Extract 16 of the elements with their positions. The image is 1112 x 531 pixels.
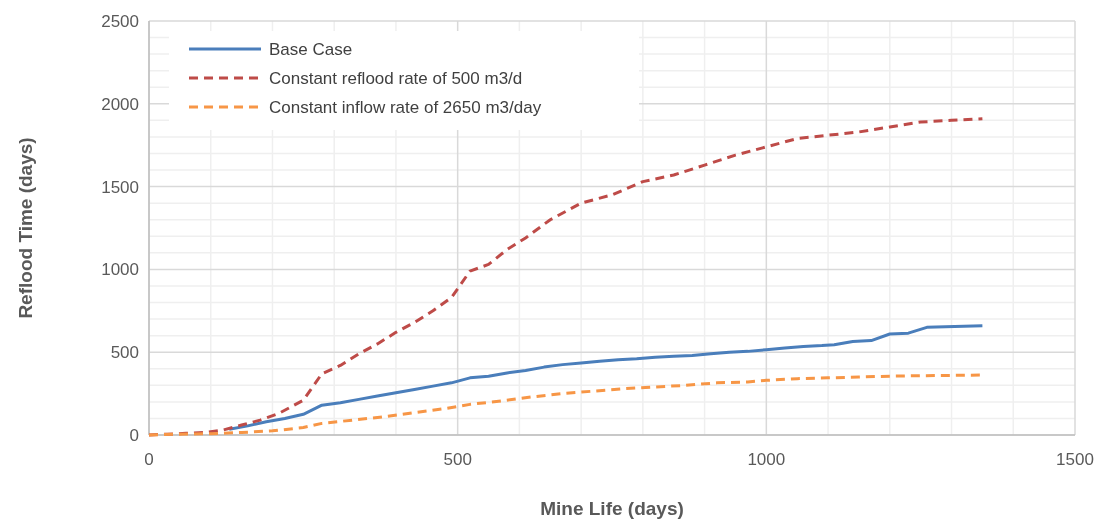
legend-label: Constant reflood rate of 500 m3/d [269, 69, 523, 88]
x-tick-label: 0 [144, 450, 154, 469]
x-tick-label: 1000 [747, 450, 786, 469]
y-tick-label: 2000 [101, 94, 139, 114]
line-series [227, 324, 984, 431]
y-tick-label: 2500 [101, 12, 139, 31]
y-tick-label: 0 [129, 426, 139, 445]
legend-label: Constant inflow rate of 2650 m3/day [269, 98, 542, 117]
x-tick-label: 500 [443, 450, 472, 469]
y-tick-label: 1500 [101, 177, 139, 197]
x-axis-title: Mine Life (days) [540, 498, 684, 519]
x-tick-label: 1500 [1056, 450, 1094, 469]
legend-label: Base Case [269, 40, 353, 59]
y-axis-title: Reflood Time (days) [15, 137, 36, 319]
y-tick-label: 500 [110, 343, 139, 363]
y-tick-label: 1000 [101, 260, 139, 280]
